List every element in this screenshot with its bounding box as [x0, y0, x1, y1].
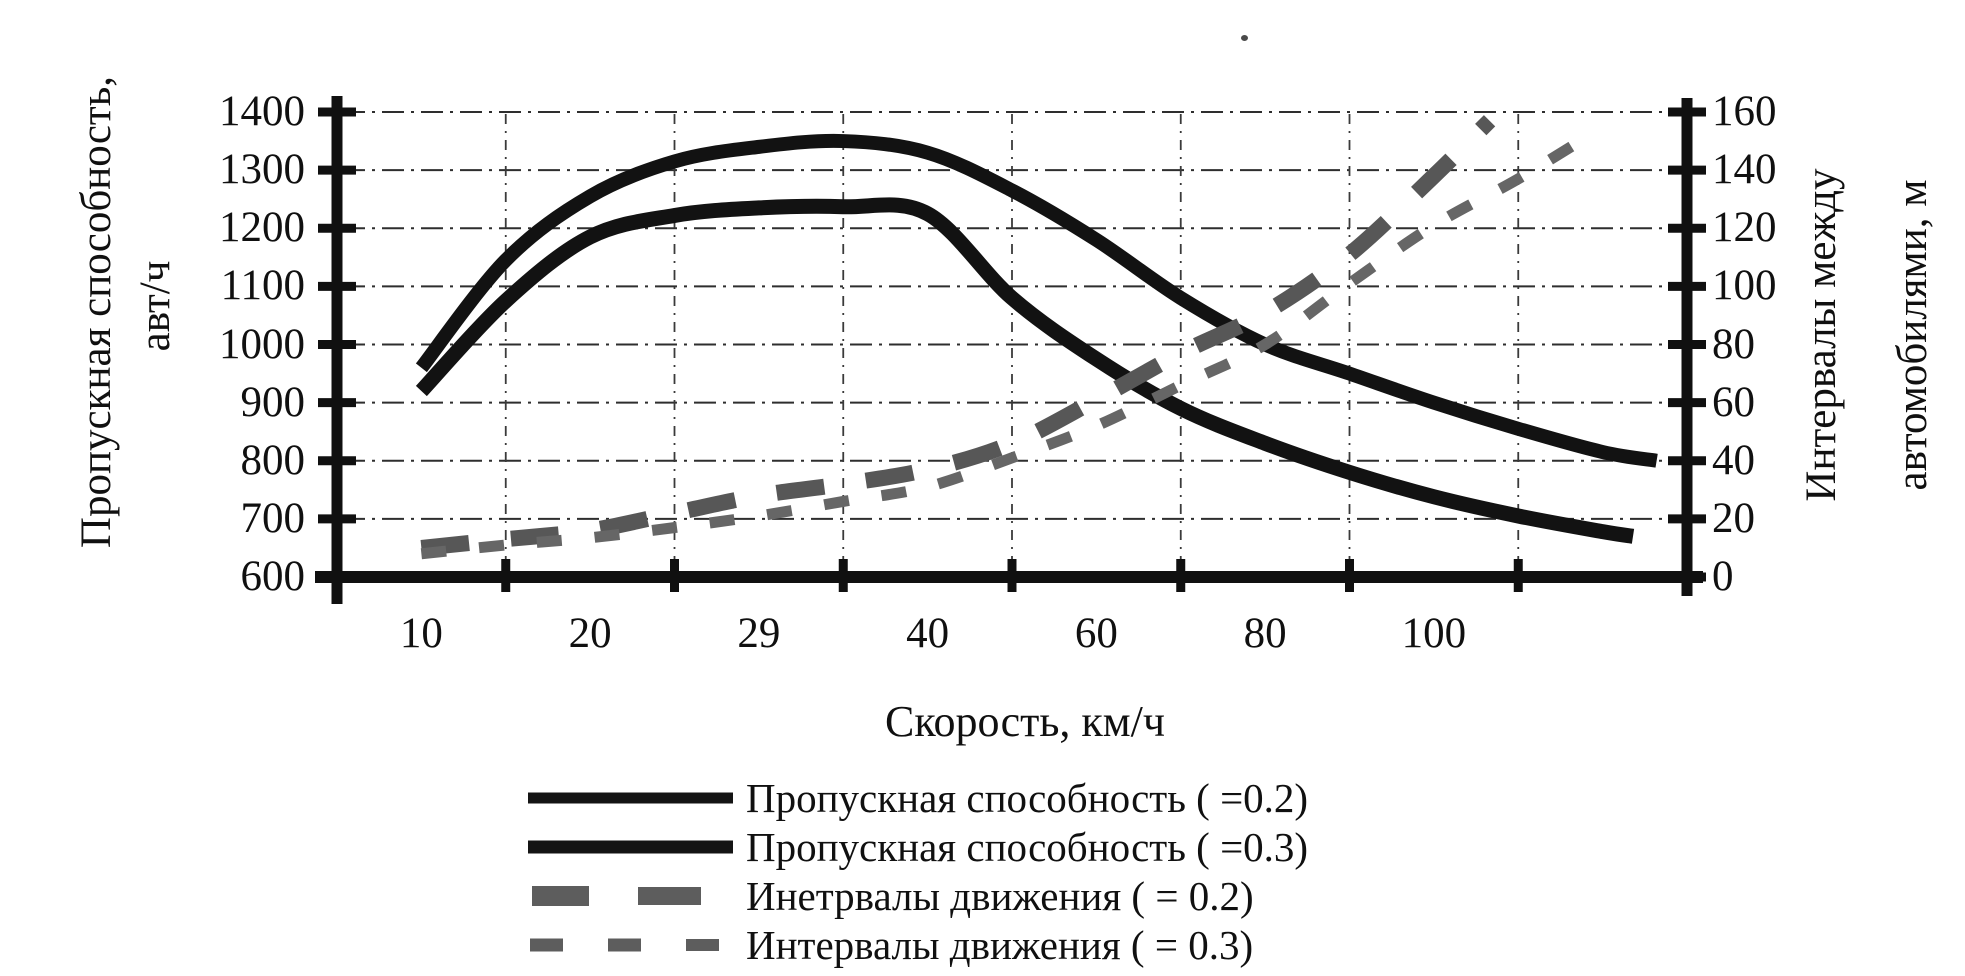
y-right-tick-mark: [1668, 107, 1706, 117]
y-left-tick-mark: [318, 456, 356, 466]
y-right-tick-mark: [1668, 340, 1706, 349]
series-intervals-02: [420, 115, 1496, 556]
y-left-tick-mark: [318, 165, 356, 175]
series-capacity-02: [415, 133, 1658, 468]
x-tick-label: 40: [906, 610, 950, 657]
y-left-tick-mark: [318, 572, 356, 582]
legend-marker-dash-fine: [520, 920, 740, 969]
x-tick-label: 29: [737, 610, 781, 657]
legend-row: Пропускная способность ( =0.3): [520, 822, 1308, 871]
legend-marker-solid: [520, 773, 740, 822]
y-right-tick-label: 120: [1712, 204, 1777, 252]
y-left-tick-label: 800: [240, 436, 306, 484]
x-tick-mark: [1513, 559, 1523, 592]
legend-row: Инетрвалы движения ( = 0.2): [520, 871, 1308, 920]
y-left-tick-label: 1100: [220, 262, 305, 310]
legend-label: Пропускная способность ( =0.2): [746, 774, 1309, 821]
y-right-tick-label: 40: [1712, 436, 1755, 484]
y-left-tick-mark: [318, 107, 356, 117]
y-left-axis-line: [331, 96, 343, 604]
x-tick-label: 80: [1243, 610, 1287, 657]
y-left-tick-label: 700: [240, 494, 306, 542]
y-left-axis-title-line1: Пропускная способность,: [73, 75, 120, 549]
y-right-tick-label: 80: [1712, 320, 1755, 368]
y-left-tick-label: 900: [240, 378, 306, 426]
y-left-tick-label: 1200: [219, 204, 305, 252]
series-intervals-03: [420, 127, 1598, 560]
legend: Пропускная способность ( =0.2) Пропускная…: [520, 773, 1308, 969]
y-right-tick-label: 160: [1712, 88, 1777, 135]
y-right-tick-label: 140: [1712, 146, 1777, 194]
y-left-tick-mark: [318, 514, 356, 524]
x-tick-label: 60: [1074, 610, 1118, 657]
x-tick-label: 100: [1401, 610, 1467, 657]
y-left-tick-label: 1400: [219, 88, 305, 135]
scan-speck: [1241, 35, 1248, 41]
series-capacity-03: [415, 197, 1635, 544]
legend-label: Пропускная способность ( =0.3): [746, 823, 1309, 870]
legend-row: Пропускная способность ( =0.2): [520, 773, 1308, 822]
y-right-tick-mark: [1668, 223, 1706, 233]
y-left-tick-mark: [318, 340, 356, 349]
y-right-tick-mark: [1668, 514, 1706, 524]
x-tick-mark: [1176, 559, 1186, 592]
legend-row: Интервалы движения ( = 0.3): [520, 920, 1308, 969]
legend-marker-dash-thick: [520, 871, 740, 920]
legend-marker-solid: [520, 822, 740, 871]
x-tick-mark: [501, 559, 511, 592]
y-right-tick-mark: [1668, 398, 1706, 408]
y-left-tick-label: 600: [240, 553, 306, 600]
y-left-tick-mark: [318, 398, 356, 408]
legend-label: Инетрвалы движения ( = 0.2): [746, 872, 1254, 919]
x-tick-mark: [838, 559, 848, 592]
y-left-tick-mark: [318, 223, 356, 233]
x-axis-title: Скорость, км/ч: [885, 697, 1165, 746]
y-right-tick-mark: [1668, 572, 1706, 582]
y-right-tick-mark: [1668, 165, 1706, 175]
x-tick-mark: [1007, 559, 1017, 592]
y-left-tick-label: 1000: [219, 320, 305, 368]
y-right-tick-label: 100: [1712, 262, 1777, 310]
y-left-tick-label: 1300: [219, 146, 305, 194]
y-right-tick-label: 60: [1712, 378, 1755, 426]
x-tick-mark: [670, 559, 679, 592]
legend-label: Интервалы движения ( = 0.3): [746, 921, 1254, 968]
x-tick-label: 20: [568, 610, 612, 657]
y-right-tick-label: 20: [1712, 494, 1755, 542]
y-left-tick-mark: [318, 281, 356, 291]
y-right-tick-label: 0: [1712, 553, 1734, 600]
x-tick-mark: [1345, 559, 1354, 592]
y-right-tick-mark: [1668, 281, 1706, 291]
y-right-axis-title-line2: автомобилями, м: [1889, 179, 1936, 491]
x-tick-label: 10: [399, 610, 443, 657]
y-right-tick-mark: [1668, 456, 1706, 466]
